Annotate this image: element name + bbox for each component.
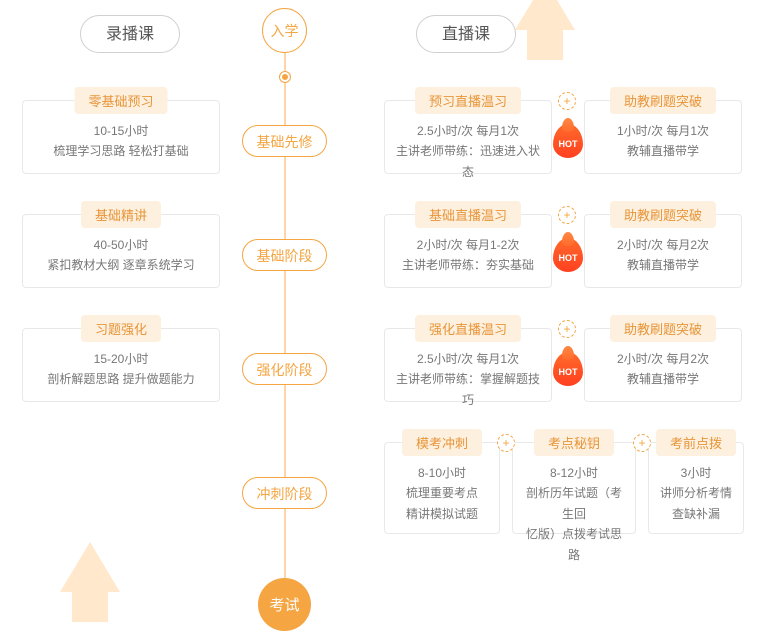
card-title: 习题强化 [81, 315, 161, 342]
plus-icon: + [558, 206, 576, 224]
final-card-2: 考前点拨3小时讲师分析考情查缺补漏 [648, 442, 744, 534]
stage-label-2: 强化阶段 [242, 353, 327, 385]
card-body: 8-10小时梳理重要考点精讲模拟试题 [385, 443, 499, 534]
card-title: 考点秘钥 [534, 429, 614, 456]
plus-icon: + [558, 92, 576, 110]
hot-icon: HOT [553, 238, 583, 272]
left-card-0: 零基础预习10-15小时梳理学习思路 轻松打基础 [22, 100, 220, 174]
plus-icon: + [497, 434, 515, 452]
right-card-a-2: 强化直播温习2.5小时/次 每月1次主讲老师带练：掌握解题技巧 [384, 328, 552, 402]
card-title: 助教刷题突破 [610, 315, 716, 342]
card-title: 预习直播温习 [415, 87, 521, 114]
card-title: 考前点拨 [656, 429, 736, 456]
right-card-b-0: 助教刷题突破1小时/次 每月1次教辅直播带学 [584, 100, 742, 174]
plus-icon: + [558, 320, 576, 338]
stage-label-0: 基础先修 [242, 125, 327, 157]
header-left-badge: 录播课 [80, 15, 180, 53]
entry-circle: 入学 [262, 8, 307, 53]
card-body: 3小时讲师分析考情查缺补漏 [649, 443, 743, 534]
exam-circle: 考试 [258, 578, 311, 631]
final-card-1: 考点秘钥8-12小时剖析历年试题（考生回忆版）点拨考试思路 [512, 442, 636, 534]
right-card-b-1: 助教刷题突破2小时/次 每月2次教辅直播带学 [584, 214, 742, 288]
card-title: 强化直播温习 [415, 315, 521, 342]
hot-icon: HOT [553, 124, 583, 158]
header-right-badge: 直播课 [416, 15, 516, 53]
plus-icon: + [633, 434, 651, 452]
timeline [284, 20, 286, 600]
timeline-node [280, 72, 290, 82]
card-title: 模考冲刺 [402, 429, 482, 456]
stage-label-3: 冲刺阶段 [242, 477, 327, 509]
card-title: 基础直播温习 [415, 201, 521, 228]
card-title: 助教刷题突破 [610, 201, 716, 228]
card-title: 零基础预习 [74, 87, 167, 114]
right-card-a-0: 预习直播温习2.5小时/次 每月1次主讲老师带练：迅速进入状态 [384, 100, 552, 174]
bg-arrow-up-2 [60, 542, 120, 592]
card-body: 2.5小时/次 每月1次主讲老师带练：迅速进入状态 [385, 101, 551, 192]
card-body: 8-12小时剖析历年试题（考生回忆版）点拨考试思路 [513, 443, 635, 575]
card-title: 基础精讲 [81, 201, 161, 228]
final-card-0: 模考冲刺8-10小时梳理重要考点精讲模拟试题 [384, 442, 500, 534]
card-title: 助教刷题突破 [610, 87, 716, 114]
left-card-2: 习题强化15-20小时剖析解题思路 提升做题能力 [22, 328, 220, 402]
right-card-b-2: 助教刷题突破2小时/次 每月2次教辅直播带学 [584, 328, 742, 402]
hot-icon: HOT [553, 352, 583, 386]
right-card-a-1: 基础直播温习2小时/次 每月1-2次主讲老师带练：夯实基础 [384, 214, 552, 288]
stage-label-1: 基础阶段 [242, 239, 327, 271]
left-card-1: 基础精讲40-50小时紧扣教材大纲 逐章系统学习 [22, 214, 220, 288]
card-body: 2.5小时/次 每月1次主讲老师带练：掌握解题技巧 [385, 329, 551, 420]
bg-arrow-up-1 [515, 0, 575, 30]
